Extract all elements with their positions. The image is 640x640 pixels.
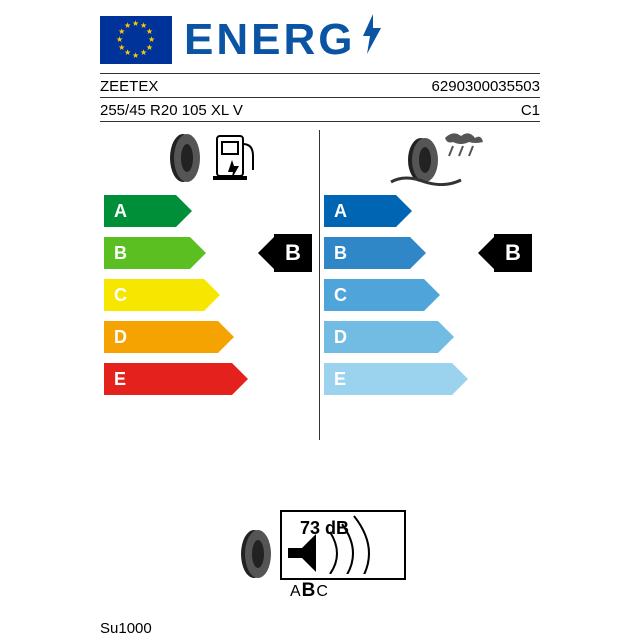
grade-letter: C	[114, 285, 127, 306]
model-name: Su1000	[100, 620, 152, 637]
grade-row-D: D	[324, 316, 540, 358]
wet-icon	[320, 130, 540, 190]
title: ENERG	[184, 14, 383, 65]
speaker-icon	[282, 512, 402, 574]
noise-box: 73 dB	[280, 510, 406, 580]
grade-row-D: D	[104, 316, 320, 358]
grade-letter: A	[114, 201, 127, 222]
rating-marker: B	[494, 234, 532, 272]
tyre-size: 255/45 R20 105 XL V	[100, 102, 243, 119]
eu-flag-icon: ★★★★★★★★★★★★	[100, 16, 172, 64]
wet-column: ABBCDE	[320, 130, 540, 440]
grade-letter: C	[334, 285, 347, 306]
grade-letter: B	[334, 243, 347, 264]
meta-size-row: 255/45 R20 105 XL V C1	[100, 97, 540, 122]
meta-brand-row: ZEETEX 6290300035503	[100, 73, 540, 97]
grade-letter: A	[334, 201, 347, 222]
rating-marker: B	[274, 234, 312, 272]
grade-row-B: BB	[104, 232, 320, 274]
grade-letter: E	[114, 369, 126, 390]
grade-row-A: A	[104, 190, 320, 232]
fuel-icon	[100, 130, 320, 190]
ratings-area: ABBCDE ABBCDE	[100, 130, 540, 440]
ean-code: 6290300035503	[432, 78, 540, 95]
grade-row-E: E	[104, 358, 320, 400]
brand-name: ZEETEX	[100, 78, 158, 95]
grade-row-E: E	[324, 358, 540, 400]
noise-class: ABC	[290, 580, 329, 602]
title-text: ENERG	[184, 15, 355, 65]
wet-bars: ABBCDE	[320, 190, 540, 400]
tyre-class: C1	[521, 102, 540, 119]
grade-row-C: C	[104, 274, 320, 316]
tyre-energy-label: ★★★★★★★★★★★★ ENERG ZEETEX 6290300035503 …	[100, 10, 540, 630]
grade-letter: D	[334, 327, 347, 348]
header: ★★★★★★★★★★★★ ENERG	[100, 10, 540, 73]
noise-area: 73 dB ABC	[230, 510, 410, 600]
fuel-bars: ABBCDE	[100, 190, 320, 400]
grade-letter: B	[114, 243, 127, 264]
grade-row-A: A	[324, 190, 540, 232]
grade-letter: E	[334, 369, 346, 390]
grade-row-B: BB	[324, 232, 540, 274]
grade-letter: D	[114, 327, 127, 348]
grade-row-C: C	[324, 274, 540, 316]
bolt-icon	[359, 14, 383, 65]
fuel-column: ABBCDE	[100, 130, 320, 440]
